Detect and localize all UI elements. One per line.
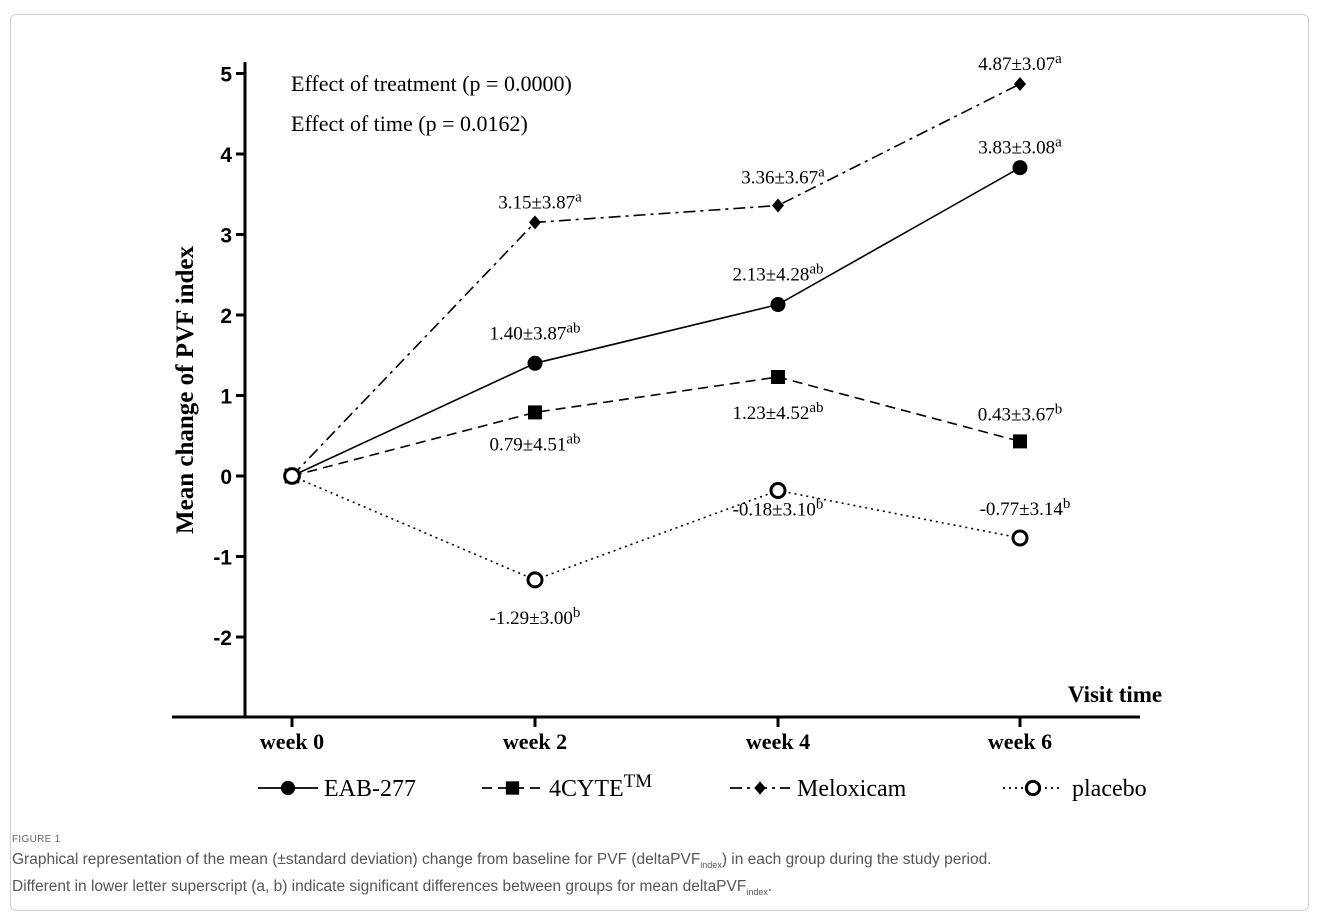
x-tick-label: week 6 [988, 729, 1052, 754]
data-point-meloxicam [1014, 76, 1026, 91]
y-tick-label: 5 [220, 64, 232, 87]
data-point-4cyte [771, 369, 785, 384]
data-point-placebo [769, 481, 787, 499]
chart-axes: 5 4 3 2 1 0 -1 -2 week 0 week 2 week 4 week 6 Visit … [172, 62, 1162, 754]
data-point-meloxicam [772, 198, 784, 213]
data-point-placebo [283, 467, 301, 485]
data-point-meloxicam [529, 215, 541, 230]
data-point-eab-277 [527, 355, 543, 371]
data-label-eab-277: 1.40±3.87ab [489, 320, 580, 344]
chart-legend: EAB-277 4CYTETM Meloxicam placebo [258, 771, 1147, 802]
chart-annotations: Effect of treatment (p = 0.0000) Effect o… [291, 71, 572, 136]
caption-line-1: Graphical representation of the mean (±s… [12, 851, 992, 871]
data-label-placebo: -1.29±3.00b [490, 605, 581, 629]
series-line-4cyte [291, 376, 1021, 477]
legend-label-4cyte: 4CYTETM [549, 771, 652, 802]
legend-item-eab-277: EAB-277 [258, 776, 416, 802]
y-tick-label: 3 [220, 225, 232, 248]
series-line-placebo [291, 475, 1021, 581]
x-tick-label: week 0 [260, 729, 324, 754]
data-point-eab-277 [770, 297, 786, 313]
data-label-meloxicam: 3.36±3.67a [741, 165, 825, 189]
x-tick-label: week 4 [746, 729, 810, 754]
chart-series-lines [291, 83, 1021, 581]
data-label-4cyte: 1.23±4.52ab [732, 400, 823, 424]
data-point-4cyte [528, 405, 542, 420]
figure-label: FIGURE 1 [12, 834, 61, 845]
data-label-meloxicam: 4.87±3.07a [978, 51, 1062, 75]
y-tick-label: 2 [220, 305, 232, 328]
chart-data-labels: 1.40±3.87ab 2.13±4.28ab 3.83±3.08a 0.79±4.5… [489, 51, 1070, 629]
y-tick-label: -2 [213, 627, 232, 650]
y-tick-label: 1 [220, 386, 232, 409]
data-label-placebo: -0.77±3.14b [980, 496, 1071, 520]
legend-marker-placebo [1024, 779, 1042, 797]
legend-label-eab-277: EAB-277 [324, 776, 416, 802]
chart-markers [283, 76, 1029, 589]
legend-label-placebo: placebo [1072, 776, 1147, 802]
legend-item-placebo: placebo [1003, 776, 1147, 802]
legend-item-4cyte: 4CYTETM [482, 771, 652, 802]
data-point-placebo [1011, 529, 1029, 547]
data-label-meloxicam: 3.15±3.87a [498, 189, 582, 213]
data-point-4cyte [1013, 434, 1027, 449]
data-label-4cyte: 0.79±4.51ab [489, 431, 580, 455]
legend-item-meloxicam: Meloxicam [730, 776, 907, 802]
figure-caption: FIGURE 1 Graphical representation of the… [12, 834, 1302, 903]
legend-marker-eab-277 [280, 780, 296, 796]
annotation-time-effect: Effect of time (p = 0.0162) [291, 111, 528, 136]
series-line-meloxicam [291, 83, 1021, 477]
figure-frame [10, 14, 1309, 911]
series-line-eab-277 [291, 166, 1021, 477]
legend-marker-meloxicam [754, 781, 766, 795]
x-tick-label: week 2 [503, 729, 567, 754]
data-point-eab-277 [1012, 160, 1028, 176]
data-point-placebo [526, 571, 544, 589]
annotation-treatment-effect: Effect of treatment (p = 0.0000) [291, 71, 572, 96]
y-tick-label: -1 [213, 547, 232, 570]
data-label-placebo: -0.18±3.10b [733, 496, 824, 520]
data-label-4cyte: 0.43±3.67b [978, 401, 1062, 425]
data-label-eab-277: 2.13±4.28ab [732, 262, 823, 286]
y-tick-label: 0 [220, 466, 232, 489]
data-label-eab-277: 3.83±3.08a [978, 135, 1062, 159]
y-axis-title: Mean change of PVF index [172, 246, 199, 534]
x-axis-title: Visit time [1068, 682, 1162, 707]
line-chart: 5 4 3 2 1 0 -1 -2 week 0 week 2 week 4 week 6 Visit … [172, 51, 1162, 802]
legend-marker-4cyte [505, 781, 520, 795]
legend-label-meloxicam: Meloxicam [797, 776, 907, 802]
y-tick-label: 4 [220, 144, 232, 167]
caption-line-2: Different in lower letter superscript (a… [12, 878, 773, 898]
